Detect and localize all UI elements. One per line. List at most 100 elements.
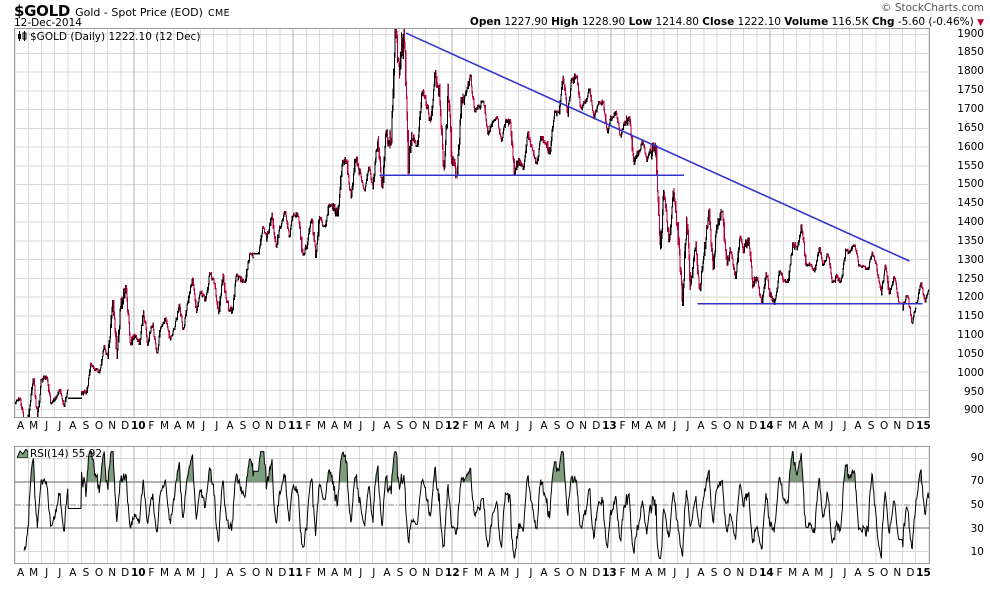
x-tick-month: A (173, 420, 182, 432)
x-tick-month: A (540, 567, 548, 579)
open-label: Open (469, 16, 501, 28)
x-tick-month: M (343, 567, 353, 579)
x-tick-month: O (251, 567, 261, 579)
x-tick-month: D (906, 420, 915, 432)
x-tick-month: S (553, 567, 561, 579)
x-tick-month: A (16, 420, 25, 432)
candlestick-icon (18, 31, 27, 41)
x-tick-month: A (331, 567, 339, 579)
x-tick-month: M (159, 420, 170, 432)
rsi-chart-pane[interactable] (14, 446, 930, 564)
close-label: Close (702, 16, 735, 28)
price-y-tick: 1850 (957, 46, 984, 59)
area-icon (17, 449, 28, 458)
symbol-ticker: $GOLD (14, 2, 71, 20)
x-tick-month: D (749, 567, 758, 579)
x-tick-month: A (697, 567, 705, 579)
x-tick-month: A (697, 420, 705, 432)
price-y-tick: 1100 (957, 329, 984, 342)
x-tick-month: A (645, 567, 653, 579)
x-tick-month: M (316, 567, 327, 579)
price-y-tick: 1500 (957, 178, 984, 191)
price-y-tick: 1550 (957, 159, 984, 172)
x-tick-year: 12 (445, 567, 460, 579)
price-x-axis: A M J J A S O N D 10 F M A M J J A S O N D 11 F M A M J J A S O N D 12 F M A… (14, 420, 931, 436)
price-plot (15, 29, 929, 417)
chart-title: $GOLD Gold - Spot Price (EOD) CME (14, 1, 230, 20)
rsi-y-tick: 30 (970, 522, 984, 535)
x-tick-month: M (814, 567, 824, 579)
x-tick-month: F (462, 567, 469, 579)
quote-bar: Open 1227.90 High 1228.90 Low 1214.80 Cl… (470, 16, 984, 28)
x-tick-month: J (529, 420, 533, 432)
x-tick-month: M (788, 420, 798, 432)
volume-value: 116.5K (831, 16, 869, 28)
x-tick-month: J (372, 420, 376, 432)
x-tick-month: J (516, 567, 520, 579)
price-y-tick: 1700 (957, 103, 984, 115)
x-tick-month: D (749, 420, 758, 432)
x-tick-month: A (173, 567, 182, 579)
x-tick-month: O (723, 567, 732, 579)
price-y-tick: 1900 (957, 27, 984, 40)
x-tick-month: M (186, 420, 196, 432)
chg-down-arrow: ▼ (977, 18, 984, 28)
price-y-tick: 1750 (957, 84, 984, 97)
x-tick-month: D (278, 420, 287, 432)
x-tick-month: A (383, 420, 391, 432)
volume-label: Volume (784, 16, 829, 28)
x-tick-month: F (305, 420, 312, 432)
rsi-y-tick: 10 (970, 546, 984, 559)
rsi-y-tick: 50 (970, 499, 984, 511)
x-tick-month: D (121, 567, 130, 579)
price-chart-pane[interactable] (14, 28, 930, 418)
price-y-tick: 1150 (957, 310, 984, 323)
x-tick-year: 15 (916, 420, 931, 432)
high-label: High (551, 16, 579, 28)
price-legend: $GOLD (Daily) 1222.10 (12 Dec) (17, 31, 200, 43)
price-y-tick: 1400 (957, 216, 984, 229)
x-tick-month: M (500, 420, 510, 432)
x-tick-month: F (619, 567, 626, 579)
x-tick-month: N (265, 420, 274, 432)
x-tick-month: J (686, 420, 690, 432)
x-tick-month: M (159, 567, 170, 579)
x-tick-month: M (631, 567, 641, 579)
x-tick-month: A (226, 567, 234, 579)
price-y-tick: 1000 (957, 366, 984, 379)
price-y-tick: 1200 (957, 291, 984, 304)
x-tick-month: A (69, 567, 77, 579)
x-tick-month: M (29, 420, 39, 432)
x-tick-month: N (736, 420, 745, 432)
rsi-y-axis: 90 70 50 30 10 (932, 446, 986, 564)
x-tick-month: A (645, 420, 653, 432)
x-tick-month: N (579, 567, 588, 579)
rsi-legend-label: RSI(14) 55.92 (30, 448, 103, 460)
x-tick-month: S (239, 420, 247, 432)
x-tick-month: S (82, 420, 90, 432)
symbol-exchange: CME (207, 8, 231, 19)
x-tick-month: J (843, 420, 847, 432)
x-tick-month: M (29, 567, 39, 579)
x-tick-month: A (854, 567, 862, 579)
x-tick-month: F (305, 567, 312, 579)
x-tick-month: F (462, 420, 469, 432)
price-y-axis: 1900 1850 1800 1750 1700 1650 1600 1550 1500 1450… (932, 28, 986, 418)
x-tick-month: N (108, 420, 117, 432)
x-tick-month: S (396, 567, 404, 579)
x-tick-month: D (435, 420, 444, 432)
price-legend-label: $GOLD (Daily) 1222.10 (12 Dec) (30, 31, 201, 43)
x-tick-month: M (788, 567, 798, 579)
x-tick-month: O (408, 567, 418, 579)
x-tick-month: S (396, 420, 404, 432)
x-tick-month: O (880, 420, 889, 432)
low-label: Low (628, 16, 653, 28)
x-tick-month: F (776, 567, 783, 579)
x-tick-month: J (45, 567, 49, 579)
x-tick-month: S (867, 420, 875, 432)
x-tick-month: O (94, 567, 104, 579)
x-tick-month: D (906, 567, 915, 579)
x-tick-month: N (265, 567, 274, 579)
x-tick-month: J (843, 567, 847, 579)
price-y-tick: 1650 (957, 121, 984, 134)
